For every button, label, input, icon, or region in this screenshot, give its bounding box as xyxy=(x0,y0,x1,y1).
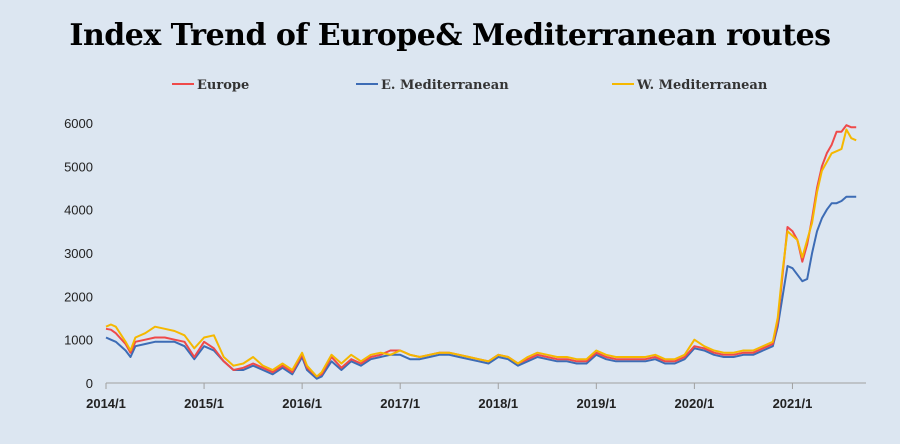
y-tick-label: 3000 xyxy=(64,246,93,261)
x-tick-label: 2014/1 xyxy=(86,396,126,411)
x-tick-label: 2017/1 xyxy=(380,396,420,411)
y-tick-label: 6000 xyxy=(64,116,93,131)
legend-label: W. Mediterranean xyxy=(636,78,768,93)
legend-label: Europe xyxy=(197,78,249,93)
y-tick-label: 0 xyxy=(86,376,93,391)
series-line-europe xyxy=(105,124,857,378)
x-tick-label: 2016/1 xyxy=(282,396,322,411)
legend-label: E. Mediterranean xyxy=(381,78,509,93)
y-tick-label: 1000 xyxy=(64,333,93,348)
legend: Europe E. Mediterranean W. Mediterranean xyxy=(172,78,768,93)
y-tick-label: 5000 xyxy=(64,159,93,174)
x-axis: 2014/1 2015/1 2016/1 2017/1 2018/1 2019/1 2020… xyxy=(86,382,866,411)
series-line-w-mediterranean xyxy=(105,128,857,378)
chart-title: Index Trend of Europe& Mediterranean rou… xyxy=(69,18,831,53)
x-tick-label: 2021/1 xyxy=(773,396,813,411)
y-axis-ticks: 0 1000 2000 3000 4000 5000 6000 xyxy=(64,116,93,391)
x-tick-label: 2020/1 xyxy=(675,396,715,411)
series-lines xyxy=(105,124,857,380)
x-tick-label: 2015/1 xyxy=(184,396,224,411)
y-tick-label: 2000 xyxy=(64,289,93,304)
x-tick-label: 2018/1 xyxy=(478,396,518,411)
y-tick-label: 4000 xyxy=(64,203,93,218)
x-tick-label: 2019/1 xyxy=(576,396,616,411)
